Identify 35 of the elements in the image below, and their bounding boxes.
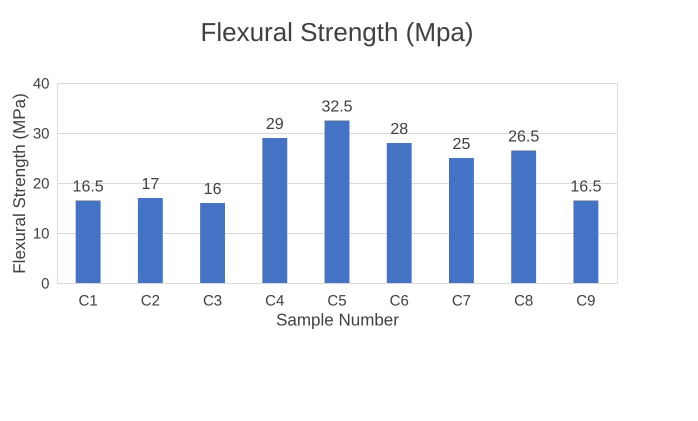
chart-title: Flexural Strength (Mpa) [200,17,474,47]
x-tick-label: C5 [327,292,347,310]
data-label: 16 [204,181,222,198]
y-axis-title: Flexural Strength (MPa) [10,93,29,274]
data-label: 16.5 [72,178,104,196]
x-tick-label: C2 [140,292,160,310]
x-tick-label: C1 [78,292,98,310]
bar [324,120,350,283]
y-tick-label: 40 [32,76,50,92]
y-tick-label: 20 [32,176,50,192]
x-tick-label: C4 [265,292,284,310]
data-label: 32.5 [321,98,353,116]
y-tick-label: 10 [32,226,50,242]
data-label: 25 [452,136,470,153]
bar [573,200,598,283]
bar [76,200,101,283]
x-tick-label: C3 [202,292,222,310]
bar [449,158,474,283]
bar [138,198,163,283]
bar [262,138,288,283]
x-tick-label: C9 [576,292,596,310]
data-label: 16.5 [570,178,602,196]
data-label: 17 [141,176,160,193]
x-tick-label: C6 [390,292,409,310]
y-tick-label: 30 [32,126,50,142]
data-label: 29 [266,116,284,133]
x-tick-label: C8 [514,292,534,310]
bar [386,143,412,283]
data-label: 26.5 [508,128,540,146]
bar [511,150,536,283]
bar [200,203,225,283]
x-axis-title: Sample Number [276,310,400,330]
x-tick-label: C7 [452,292,472,310]
y-tick-label: 0 [41,276,50,292]
data-label: 28 [390,121,408,138]
